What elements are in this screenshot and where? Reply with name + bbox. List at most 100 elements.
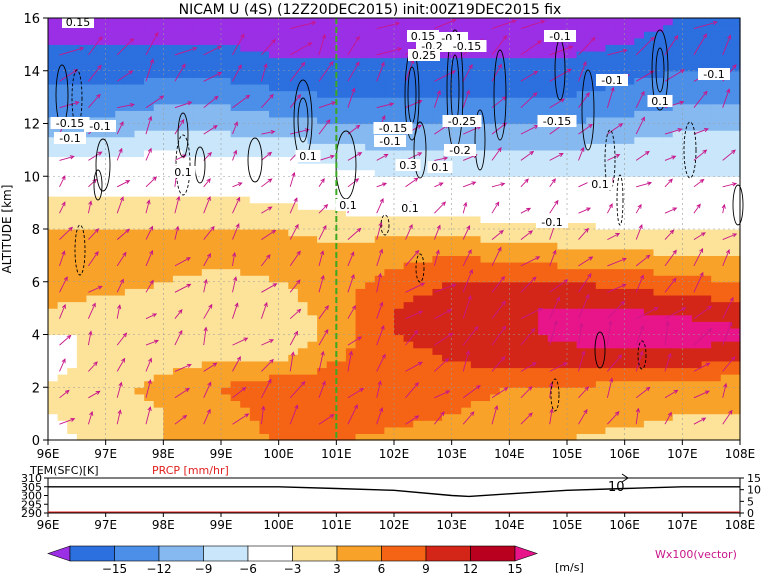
- heatmap-cell: [682, 281, 693, 289]
- heatmap-cell: [240, 143, 251, 151]
- heatmap-cell: [259, 83, 270, 92]
- heatmap-cell: [144, 321, 155, 329]
- heatmap-cell: [345, 37, 357, 45]
- heatmap-cell: [211, 347, 222, 355]
- wind-vector: [693, 33, 707, 56]
- heatmap-cell: [711, 156, 722, 164]
- heatmap-cell: [288, 97, 299, 105]
- wind-vector: [290, 128, 310, 135]
- heatmap-cell: [278, 413, 289, 421]
- heatmap-cell: [624, 136, 635, 144]
- heatmap-cell: [528, 169, 539, 177]
- heatmap-cell: [480, 268, 491, 276]
- heatmap-cell: [134, 44, 145, 52]
- heatmap-cell: [221, 169, 232, 177]
- heatmap-cell: [384, 347, 395, 355]
- heatmap-cell: [278, 182, 289, 191]
- heatmap-cell: [682, 248, 693, 256]
- wind-vector: [462, 89, 470, 108]
- heatmap-cell: [394, 281, 405, 289]
- heatmap-cell: [278, 176, 289, 184]
- heatmap-cell: [57, 327, 68, 336]
- heatmap-cell: [288, 393, 299, 402]
- heatmap-cell: [249, 130, 261, 138]
- wind-vector: [116, 196, 124, 214]
- heatmap-cell: [326, 433, 337, 441]
- heatmap-cell: [182, 90, 193, 98]
- heatmap-cell: [192, 301, 203, 309]
- heatmap-cell: [96, 222, 107, 230]
- heatmap-cell: [297, 70, 309, 78]
- heatmap-cell: [221, 413, 232, 421]
- heatmap-cell: [461, 83, 472, 92]
- heatmap-cell: [326, 301, 337, 309]
- heatmap-cell: [451, 301, 462, 309]
- heatmap-cell: [269, 50, 280, 59]
- heatmap-cell: [115, 347, 126, 355]
- heatmap-cell: [663, 110, 674, 118]
- heatmap-cell: [86, 209, 97, 217]
- heatmap-cell: [288, 248, 299, 256]
- heatmap-cell: [105, 70, 116, 78]
- heatmap-cell: [240, 31, 251, 39]
- heatmap-cell: [115, 163, 126, 171]
- wind-vector: [116, 251, 127, 267]
- heatmap-cell: [682, 334, 693, 342]
- heatmap-cell: [422, 314, 434, 322]
- heatmap-cell: [394, 407, 405, 415]
- heatmap-cell: [211, 426, 222, 434]
- heatmap-cell: [249, 261, 261, 270]
- heatmap-cell: [172, 103, 184, 111]
- heatmap-cell: [153, 393, 164, 402]
- heatmap-cell: [730, 235, 741, 243]
- heatmap-cell: [701, 116, 712, 125]
- heatmap-cell: [461, 130, 472, 138]
- heatmap-cell: [691, 413, 703, 421]
- heatmap-cell: [691, 156, 703, 164]
- heatmap-cell: [634, 294, 645, 303]
- heatmap-cell: [355, 255, 366, 263]
- heatmap-cell: [365, 50, 376, 59]
- heatmap-cell: [432, 255, 443, 263]
- heatmap-cell: [490, 189, 501, 197]
- heatmap-cell: [182, 189, 193, 197]
- wind-vector: [203, 95, 219, 109]
- heatmap-cell: [336, 294, 347, 303]
- heatmap-cell: [297, 18, 309, 26]
- heatmap-cell: [518, 426, 530, 434]
- wind-vector: [520, 70, 539, 82]
- wind-vector: [290, 21, 317, 30]
- heatmap-cell: [586, 163, 597, 171]
- heatmap-cell: [172, 149, 184, 158]
- heatmap-cell: [394, 229, 405, 237]
- wind-vector: [693, 271, 704, 293]
- heatmap-cell: [269, 31, 280, 39]
- heatmap-cell: [172, 18, 184, 26]
- heatmap-cell: [48, 354, 59, 362]
- heatmap-cell: [691, 169, 703, 177]
- heatmap-cell: [96, 31, 107, 39]
- heatmap-cell: [643, 182, 655, 191]
- heatmap-cell: [76, 407, 88, 415]
- heatmap-cell: [374, 255, 385, 263]
- heatmap-cell: [442, 341, 453, 349]
- heatmap-cell: [153, 426, 164, 434]
- heatmap-cell: [432, 268, 443, 276]
- wind-vector: [664, 411, 672, 425]
- heatmap-cell: [470, 163, 482, 171]
- heatmap-cell: [518, 248, 530, 256]
- heatmap-cell: [67, 50, 78, 59]
- heatmap-cell: [422, 77, 434, 85]
- heatmap-cell: [720, 97, 731, 105]
- heatmap-cell: [240, 149, 251, 158]
- heatmap-cell: [442, 222, 453, 230]
- heatmap-cell: [163, 31, 174, 39]
- heatmap-cell: [528, 97, 539, 105]
- heatmap-cell: [317, 189, 328, 197]
- heatmap-cell: [643, 255, 655, 263]
- wind-vector: [693, 90, 708, 108]
- heatmap-cell: [682, 255, 693, 263]
- heatmap-cell: [365, 37, 376, 45]
- heatmap-cell: [144, 57, 155, 65]
- heatmap-cell: [413, 374, 424, 382]
